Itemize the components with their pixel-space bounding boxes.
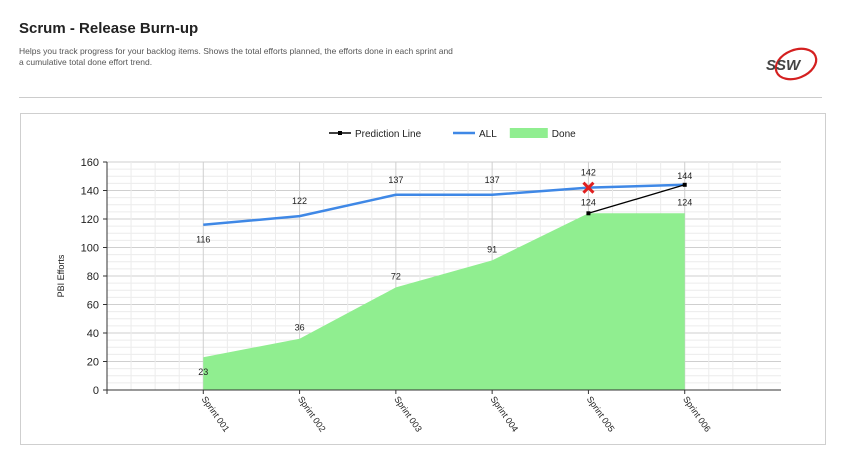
data-label-all: 137 (485, 175, 500, 185)
y-tick-label: 120 (81, 214, 99, 226)
x-tick-label: Sprint 006 (681, 394, 713, 433)
data-label-done: 124 (677, 197, 692, 207)
y-tick-label: 60 (87, 300, 99, 312)
prediction-point (586, 211, 591, 216)
legend-item: ALL (453, 129, 497, 140)
x-tick-label: Sprint 003 (392, 394, 424, 433)
legend-label: Done (552, 129, 576, 140)
x-tick-label: Sprint 002 (296, 394, 328, 433)
y-tick-label: 140 (81, 186, 99, 198)
data-label-prediction: 124 (581, 197, 596, 207)
legend: Prediction Line ALL Done (329, 128, 576, 140)
series-done-area (203, 213, 685, 390)
y-tick-label: 0 (93, 385, 99, 397)
x-tick-labels: Sprint 001 Sprint 002 Sprint 003 Sprint 004… (200, 390, 713, 434)
marker-stroke (582, 181, 595, 194)
data-label-done: 36 (295, 323, 305, 333)
data-label-all: 122 (292, 196, 307, 206)
legend-label: ALL (479, 129, 497, 140)
x-tick-label: Sprint 004 (489, 394, 521, 433)
prediction-point (682, 182, 687, 187)
legend-swatch (509, 128, 548, 138)
current-sprint-x-marker (582, 181, 595, 194)
y-tick-label: 160 (81, 157, 99, 169)
y-tick-labels: 0 20 40 60 80 100 120 140 160 (81, 157, 107, 397)
legend-marker (338, 131, 342, 135)
data-labels: 116 122 137 137 142 23 36 72 91 124 124 144 (196, 168, 692, 378)
legend-item: Prediction Line (329, 129, 422, 140)
legend-label: Prediction Line (355, 129, 422, 140)
data-label-all: 116 (196, 235, 210, 245)
x-tick-label: Sprint 001 (200, 394, 232, 433)
data-label-done: 23 (198, 367, 208, 377)
data-label-prediction: 144 (677, 171, 692, 181)
y-axis-label: PBI Efforts (56, 254, 66, 297)
y-tick-label: 40 (87, 328, 99, 340)
x-tick-label: Sprint 005 (585, 394, 617, 433)
ssw-logo: SSW (766, 47, 818, 81)
y-tick-label: 20 (87, 357, 99, 369)
chart-frame: 0 20 40 60 80 100 120 140 160 Sprint 001 Sprint 00… (20, 113, 826, 445)
series-all-line (203, 183, 685, 226)
report-description: Helps you track progress for your backlo… (19, 46, 453, 67)
legend-item: Done (509, 128, 576, 140)
logo-text: SSW (766, 57, 802, 74)
header-divider (19, 97, 822, 98)
series-prediction-line (588, 184, 685, 214)
y-tick-label: 80 (87, 271, 99, 283)
logo-swoosh (774, 47, 818, 81)
report-title: Scrum - Release Burn-up (19, 20, 199, 37)
data-label-done: 72 (391, 271, 401, 281)
y-tick-label: 100 (81, 243, 99, 255)
data-label-done: 91 (487, 244, 497, 254)
data-label-all: 142 (581, 168, 596, 178)
data-label-all: 137 (388, 175, 403, 185)
